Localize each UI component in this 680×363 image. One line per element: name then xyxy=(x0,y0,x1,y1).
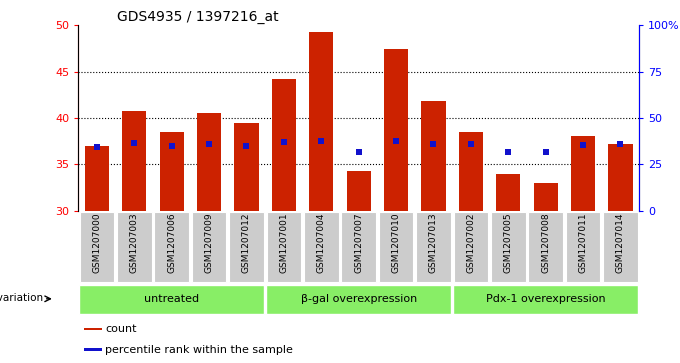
Point xyxy=(316,138,326,144)
FancyBboxPatch shape xyxy=(229,212,264,282)
FancyBboxPatch shape xyxy=(154,212,189,282)
Text: GSM1207009: GSM1207009 xyxy=(205,213,214,273)
Point xyxy=(166,143,177,149)
Bar xyxy=(534,183,558,211)
Point xyxy=(353,149,364,155)
FancyBboxPatch shape xyxy=(491,212,526,282)
FancyBboxPatch shape xyxy=(379,212,413,282)
Bar xyxy=(384,49,408,211)
Point xyxy=(503,149,514,155)
Text: β-gal overexpression: β-gal overexpression xyxy=(301,294,417,304)
FancyBboxPatch shape xyxy=(603,212,638,282)
Bar xyxy=(85,146,109,211)
Text: GSM1207011: GSM1207011 xyxy=(579,213,588,273)
Point xyxy=(129,140,140,146)
Text: GSM1207007: GSM1207007 xyxy=(354,213,363,273)
FancyBboxPatch shape xyxy=(566,212,600,282)
Bar xyxy=(235,123,258,211)
Text: GSM1207012: GSM1207012 xyxy=(242,213,251,273)
Text: GSM1207003: GSM1207003 xyxy=(130,213,139,273)
Point xyxy=(615,141,626,147)
Bar xyxy=(197,113,221,211)
Bar xyxy=(309,32,333,211)
Point xyxy=(203,141,214,147)
FancyBboxPatch shape xyxy=(528,212,563,282)
FancyBboxPatch shape xyxy=(266,285,452,314)
Bar xyxy=(422,101,445,211)
Text: percentile rank within the sample: percentile rank within the sample xyxy=(105,345,293,355)
Text: GSM1207008: GSM1207008 xyxy=(541,213,550,273)
FancyBboxPatch shape xyxy=(79,285,265,314)
Text: GSM1207001: GSM1207001 xyxy=(279,213,288,273)
FancyBboxPatch shape xyxy=(453,285,639,314)
FancyBboxPatch shape xyxy=(117,212,152,282)
FancyBboxPatch shape xyxy=(416,212,451,282)
Point xyxy=(540,149,551,155)
Text: GSM1207000: GSM1207000 xyxy=(92,213,101,273)
Text: Pdx-1 overexpression: Pdx-1 overexpression xyxy=(486,294,605,304)
Text: GSM1207004: GSM1207004 xyxy=(317,213,326,273)
Text: GSM1207010: GSM1207010 xyxy=(392,213,401,273)
Text: GSM1207014: GSM1207014 xyxy=(616,213,625,273)
FancyBboxPatch shape xyxy=(267,212,301,282)
Text: GSM1207006: GSM1207006 xyxy=(167,213,176,273)
Bar xyxy=(160,132,184,211)
Bar xyxy=(84,328,102,330)
Point xyxy=(577,142,588,148)
Bar xyxy=(609,144,632,211)
Bar xyxy=(122,111,146,211)
Text: GSM1207005: GSM1207005 xyxy=(504,213,513,273)
Point xyxy=(428,141,439,147)
Text: GSM1207013: GSM1207013 xyxy=(429,213,438,273)
FancyBboxPatch shape xyxy=(80,212,114,282)
Text: count: count xyxy=(105,324,137,334)
Bar xyxy=(496,174,520,211)
Bar xyxy=(571,136,595,211)
Bar xyxy=(272,79,296,211)
Point xyxy=(279,139,290,145)
Bar xyxy=(347,171,371,211)
Text: genotype/variation: genotype/variation xyxy=(0,293,43,303)
Point xyxy=(390,138,401,144)
Text: untreated: untreated xyxy=(144,294,199,304)
Text: GDS4935 / 1397216_at: GDS4935 / 1397216_at xyxy=(118,11,279,24)
Point xyxy=(241,143,252,149)
Text: GSM1207002: GSM1207002 xyxy=(466,213,475,273)
Point xyxy=(465,141,476,147)
Bar xyxy=(459,132,483,211)
FancyBboxPatch shape xyxy=(454,212,488,282)
Point xyxy=(91,144,103,150)
Bar xyxy=(84,348,102,351)
FancyBboxPatch shape xyxy=(341,212,376,282)
FancyBboxPatch shape xyxy=(304,212,339,282)
FancyBboxPatch shape xyxy=(192,212,226,282)
